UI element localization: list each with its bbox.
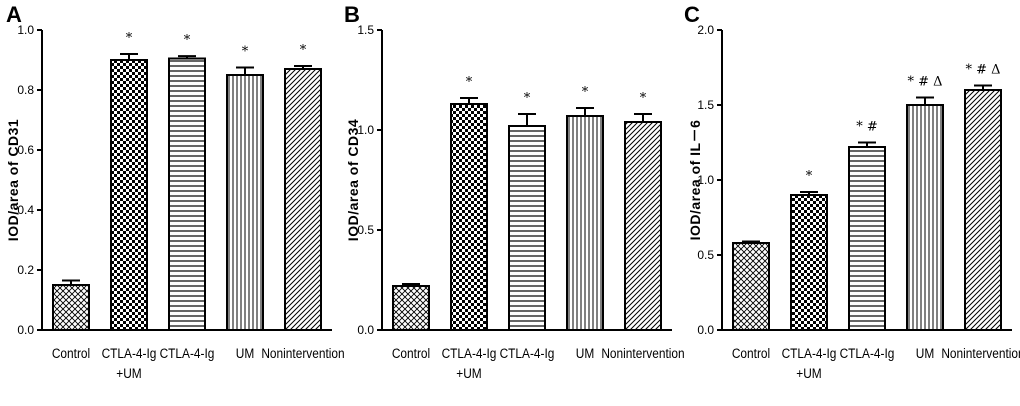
bar: [790, 194, 828, 331]
x-tick-label-line: UM: [236, 345, 255, 361]
y-tick-label: 1.5: [697, 98, 714, 112]
bar: [906, 104, 944, 331]
x-tick-label: UM: [236, 345, 255, 361]
x-tick-label-line: CTLA-4-Ig: [102, 345, 157, 361]
chart-panel-a: A 0.0 0.2 0.4 0.6 0.8 1.0 IOD/area of CD31 Contr…: [5, 2, 345, 381]
x-tick-label-line: +UM: [116, 365, 141, 381]
y-tick-label: 0.5: [697, 248, 714, 262]
bar: [392, 285, 430, 331]
x-tick-label-line: CTLA-4-Ig: [442, 345, 497, 361]
y-tick-label: 0.0: [357, 323, 374, 337]
x-tick-label: Nonintervention: [601, 345, 684, 361]
significance-label: *: [806, 169, 813, 184]
significance-label: *: [300, 43, 307, 58]
x-tick-label-line: UM: [916, 345, 935, 361]
y-axis-label: IOD/area of CD34: [345, 119, 361, 241]
y-tick-label: 0.0: [697, 323, 714, 337]
bar: [52, 284, 90, 331]
chart-panel-b: B 0.0 0.5 1.0 1.5 IOD/area of CD34 Control * CTL…: [344, 2, 685, 381]
significance-label: *: [524, 91, 531, 106]
x-tick-label: Control: [52, 345, 90, 361]
bar: [732, 242, 770, 331]
chart-panel-c: C 0.0 0.5 1.0 1.5 2.0 IOD/area of IL－6 Control *…: [684, 2, 1020, 381]
x-tick-label-line: UM: [576, 345, 595, 361]
x-tick-label: UM: [916, 345, 935, 361]
bar: [450, 103, 488, 331]
significance-label: *: [242, 45, 249, 60]
significance-label: *: [582, 85, 589, 100]
x-tick-label-line: +UM: [456, 365, 481, 381]
significance-label: *: [126, 31, 133, 46]
x-tick-label-line: +UM: [796, 365, 821, 381]
panel-letter: B: [344, 2, 360, 27]
x-tick-label-line: CTLA-4-Ig: [840, 345, 895, 361]
x-tick-label: Nonintervention: [261, 345, 344, 361]
y-tick-label: 2.0: [697, 23, 714, 37]
significance-label: * # Δ: [965, 63, 1000, 78]
x-tick-label-line: Nonintervention: [261, 345, 344, 361]
x-tick-label: UM: [576, 345, 595, 361]
x-tick-label: Control: [732, 345, 770, 361]
bar: [284, 68, 322, 331]
y-tick-label: 0.2: [17, 263, 34, 277]
x-tick-label: CTLA-4-Ig: [160, 345, 215, 361]
bar: [168, 57, 206, 331]
y-tick-label: 1.0: [697, 173, 714, 187]
y-axis-label: IOD/area of CD31: [5, 119, 21, 241]
y-tick-label: 0.8: [17, 83, 34, 97]
x-tick-label-line: Nonintervention: [601, 345, 684, 361]
x-tick-label: CTLA-4-Ig: [500, 345, 555, 361]
significance-label: *: [184, 33, 191, 48]
bar: [964, 89, 1002, 331]
significance-label: * # Δ: [907, 75, 942, 90]
y-tick-label: 1.5: [357, 23, 374, 37]
x-tick-label-line: Control: [732, 345, 770, 361]
x-tick-label-line: Control: [392, 345, 430, 361]
bar: [110, 59, 148, 331]
x-tick-label-line: Control: [52, 345, 90, 361]
x-tick-label: Control: [392, 345, 430, 361]
y-tick-label: 1.0: [357, 123, 374, 137]
x-tick-label-line: CTLA-4-Ig: [160, 345, 215, 361]
x-tick-label: CTLA-4-Ig +UM: [442, 345, 497, 381]
x-tick-label-line: Nonintervention: [941, 345, 1020, 361]
bar: [566, 115, 604, 331]
x-tick-label: Nonintervention: [941, 345, 1020, 361]
x-tick-label-line: CTLA-4-Ig: [782, 345, 837, 361]
y-tick-label: 0.0: [17, 323, 34, 337]
significance-label: *: [640, 91, 647, 106]
y-tick-label: 0.4: [17, 203, 34, 217]
y-tick-label: 1.0: [17, 23, 34, 37]
panel-letter: A: [6, 2, 22, 27]
y-tick-label: 0.5: [357, 223, 374, 237]
y-tick-label: 0.6: [17, 143, 34, 157]
y-axis-label: IOD/area of IL－6: [687, 120, 703, 241]
bar: [848, 146, 886, 331]
bar: [624, 121, 662, 331]
significance-label: *: [466, 75, 473, 90]
bar: [226, 74, 264, 331]
panel-letter: C: [684, 2, 700, 27]
x-tick-label-line: CTLA-4-Ig: [500, 345, 555, 361]
x-tick-label: CTLA-4-Ig +UM: [102, 345, 157, 381]
bar: [508, 125, 546, 331]
significance-label: * #: [856, 120, 878, 135]
x-tick-label: CTLA-4-Ig: [840, 345, 895, 361]
x-tick-label: CTLA-4-Ig +UM: [782, 345, 837, 381]
